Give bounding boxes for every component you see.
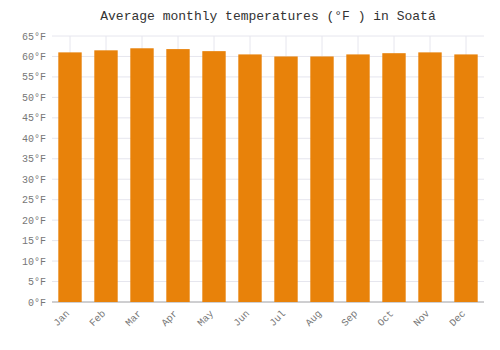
bar bbox=[418, 52, 441, 302]
x-tick-label: Apr bbox=[160, 308, 181, 329]
grid bbox=[52, 36, 484, 302]
bar bbox=[454, 54, 477, 302]
y-tick-label: 45°F bbox=[22, 113, 46, 124]
bar bbox=[202, 51, 225, 302]
y-tick-label: 40°F bbox=[22, 134, 46, 145]
bar bbox=[58, 52, 81, 302]
y-tick-label: 0°F bbox=[28, 298, 46, 309]
y-tick-label: 35°F bbox=[22, 154, 46, 165]
chart-container: Average monthly temperatures (°F ) in So… bbox=[0, 0, 500, 350]
y-tick-label: 55°F bbox=[22, 72, 46, 83]
x-tick-label: May bbox=[196, 308, 217, 329]
x-tick-label: Feb bbox=[88, 308, 109, 329]
bar bbox=[94, 50, 117, 302]
x-tick-label: Dec bbox=[448, 308, 469, 329]
bar bbox=[310, 56, 333, 302]
y-tick-label: 30°F bbox=[22, 175, 46, 186]
y-tick-label: 5°F bbox=[28, 277, 46, 288]
page: {"chart_data": {"type": "bar", "title": … bbox=[0, 0, 500, 350]
y-tick-label: 65°F bbox=[22, 32, 46, 43]
y-tick-label: 15°F bbox=[22, 236, 46, 247]
x-tick-label: Sep bbox=[340, 308, 361, 329]
y-tick-label: 60°F bbox=[22, 52, 46, 63]
bars bbox=[58, 48, 477, 302]
x-tick-label: Oct bbox=[376, 308, 397, 329]
bar bbox=[166, 49, 189, 302]
x-tick-label: Aug bbox=[304, 308, 325, 329]
y-tick-label: 10°F bbox=[22, 257, 46, 268]
x-tick-label: Jul bbox=[268, 308, 289, 329]
y-tick-label: 20°F bbox=[22, 216, 46, 227]
bar bbox=[274, 56, 297, 302]
y-grid-line bbox=[52, 36, 484, 37]
bar bbox=[238, 54, 261, 302]
chart-svg: Average monthly temperatures (°F ) in So… bbox=[0, 0, 500, 350]
axes: 0°F 5°F 10°F 15°F 20°F 25°F 30°F 35°F 40°F 45°F 50… bbox=[22, 32, 484, 329]
bar bbox=[346, 54, 369, 302]
x-tick-label: Jan bbox=[52, 308, 73, 329]
x-tick-label: Mar bbox=[124, 308, 145, 329]
y-tick-label: 50°F bbox=[22, 93, 46, 104]
title: Average monthly temperatures (°F ) in So… bbox=[100, 9, 436, 24]
y-tick-label: 25°F bbox=[22, 195, 46, 206]
bar bbox=[130, 48, 153, 302]
x-tick-label: Nov bbox=[412, 308, 433, 329]
x-tick-label: Jun bbox=[232, 308, 253, 329]
bar bbox=[382, 53, 405, 302]
